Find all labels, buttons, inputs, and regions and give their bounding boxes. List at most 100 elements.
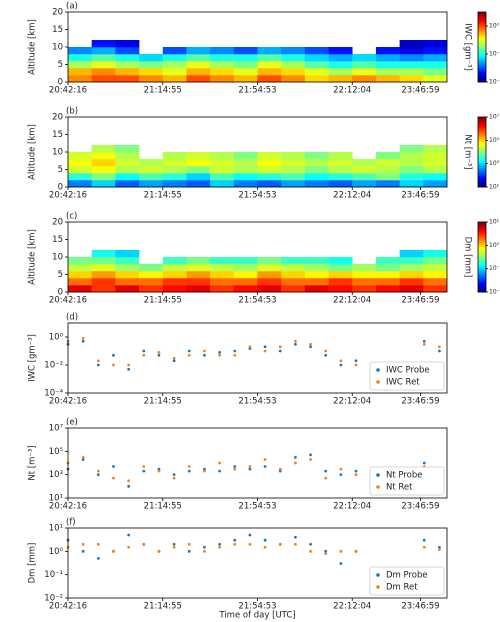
heatmap-cell xyxy=(210,75,235,83)
data-point xyxy=(248,465,252,468)
colorbar-swatch xyxy=(478,19,486,22)
heatmap-cell xyxy=(304,271,329,279)
colorbar-swatch xyxy=(478,267,486,270)
colorbar-swatch xyxy=(478,246,486,249)
y-axis-label: IWC [gm⁻³] xyxy=(28,334,38,382)
heatmap-cell xyxy=(68,166,92,174)
colorbar-swatch xyxy=(478,181,486,184)
colorbar-swatch xyxy=(478,118,486,121)
x-tick-label: 20:42:16 xyxy=(49,502,87,512)
heatmap-cell xyxy=(281,61,306,69)
heatmap-cell xyxy=(281,271,306,279)
legend-marker xyxy=(376,368,380,372)
y-tick-label: 0 xyxy=(58,288,63,298)
colorbar-swatch xyxy=(478,15,486,18)
y-tick-label: 10¹ xyxy=(49,494,63,504)
data-point xyxy=(127,479,131,483)
data-point xyxy=(294,342,297,346)
colorbar-swatch xyxy=(478,132,486,135)
panel-label: (d) xyxy=(66,313,78,323)
colorbar-swatch xyxy=(478,237,486,240)
data-point xyxy=(324,469,328,473)
heatmap-cell xyxy=(352,61,377,69)
heatmap-cell xyxy=(423,278,448,286)
heatmap-cell xyxy=(162,173,187,181)
legend-marker xyxy=(376,585,380,589)
heatmap-cell xyxy=(68,180,92,188)
heatmap-cell xyxy=(399,180,424,188)
data-point xyxy=(142,349,146,353)
x-tick-label: 22:12:04 xyxy=(333,397,371,407)
x-tick-label: 21:54:53 xyxy=(238,191,276,201)
heatmap-cell xyxy=(399,54,424,62)
colorbar-swatch xyxy=(478,54,486,57)
colorbar-tick-label: 10⁰ xyxy=(489,242,500,249)
panel-label: (a) xyxy=(66,2,78,12)
data-point xyxy=(263,538,267,542)
x-tick-label: 20:42:16 xyxy=(49,602,87,612)
heatmap-cell xyxy=(328,47,353,55)
colorbar-swatch xyxy=(478,29,486,32)
data-point xyxy=(263,349,267,353)
y-axis-label: Altitude [km] xyxy=(28,229,38,285)
data-point xyxy=(324,353,328,357)
heatmap-cell xyxy=(162,68,187,76)
heatmap-cell xyxy=(375,278,400,286)
colorbar-swatch xyxy=(478,286,486,289)
heatmap-cell xyxy=(257,68,282,76)
heatmap-cell xyxy=(68,54,92,62)
heatmap-cell xyxy=(68,278,92,286)
heatmap-cell xyxy=(257,47,282,55)
data-point xyxy=(203,353,206,357)
x-tick-label: 21:54:53 xyxy=(238,602,276,612)
heatmap-cell xyxy=(352,264,377,272)
y-tick-label: 10⁵ xyxy=(49,447,63,457)
data-point xyxy=(157,353,161,357)
heatmap-cell xyxy=(257,159,282,167)
data-point xyxy=(218,545,222,549)
colorbar-tick-label: 10⁷ xyxy=(489,114,500,121)
data-point xyxy=(354,359,358,363)
heatmap-cell xyxy=(68,75,92,83)
x-tick-label: 23:46:59 xyxy=(401,602,439,612)
heatmap-cell xyxy=(399,278,424,286)
data-point xyxy=(203,467,206,471)
colorbar-swatch xyxy=(478,129,486,132)
colorbar-swatch xyxy=(478,185,486,188)
heatmap-cell xyxy=(162,47,187,55)
data-point xyxy=(142,542,146,546)
panel-label: (b) xyxy=(66,107,78,117)
heatmap-cell xyxy=(281,54,306,62)
x-tick-label: 21:54:53 xyxy=(238,296,276,306)
data-point xyxy=(309,453,312,457)
heatmap-cell xyxy=(304,257,329,265)
heatmap-cell xyxy=(399,75,424,83)
heatmap-cell xyxy=(399,271,424,279)
data-point xyxy=(218,461,222,465)
heatmap-cell xyxy=(139,61,164,69)
heatmap-cell xyxy=(328,54,353,62)
colorbar-swatch xyxy=(478,57,486,60)
data-point xyxy=(263,465,267,468)
colorbar-swatch xyxy=(478,251,486,254)
data-point xyxy=(172,476,176,480)
colorbar-tick-label: 10⁵ xyxy=(489,137,500,144)
data-point xyxy=(278,467,282,471)
colorbar-swatch xyxy=(478,41,486,44)
heatmap-cell xyxy=(210,285,235,293)
data-point xyxy=(127,545,131,549)
colorbar-swatch xyxy=(478,274,486,277)
heatmap-cell xyxy=(115,75,140,83)
panel: (e) Nt [m⁻³] Nt Probe Nt Ret 20:42:16 21:14:5… xyxy=(28,418,448,512)
colorbar-swatch xyxy=(478,150,486,153)
y-tick-label: 5 xyxy=(58,60,63,70)
y-axis-label: Altitude [km] xyxy=(28,124,38,180)
heatmap-cell xyxy=(281,264,306,272)
x-tick-label: 21:14:55 xyxy=(144,191,182,201)
heatmap-cell xyxy=(210,173,235,181)
colorbar-swatch xyxy=(478,169,486,172)
legend-marker xyxy=(376,473,380,477)
colorbar-swatch xyxy=(478,180,486,183)
heatmap-cell xyxy=(328,166,353,174)
heatmap-cell xyxy=(210,278,235,286)
